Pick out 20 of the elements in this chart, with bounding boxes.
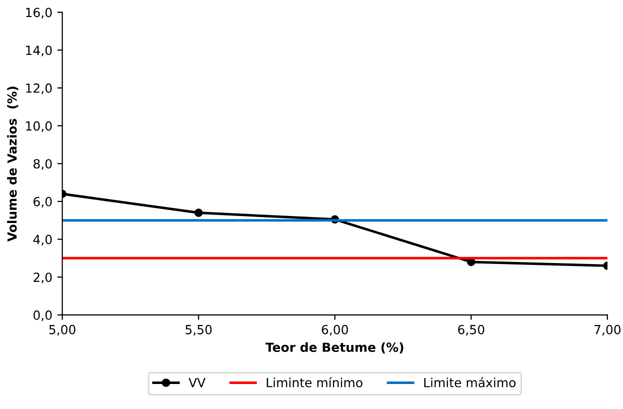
- legend-label: VV: [188, 378, 206, 388]
- y-tick-label: 2,0: [34, 272, 52, 284]
- y-tick-label: 12,0: [26, 83, 52, 94]
- x-tick-label: 5,50: [186, 324, 212, 336]
- x-axis-title: Teor de Betume (%): [265, 342, 404, 354]
- legend-label: Liminte mínimo: [266, 377, 362, 388]
- y-axis-title: Volume de Vazios (%): [7, 86, 18, 242]
- y-tick-label: 8,0: [34, 159, 52, 170]
- y-tick-label: 10,0: [26, 121, 52, 132]
- x-tick-label: 6,50: [458, 324, 484, 336]
- legend-label: Limite máximo: [424, 377, 516, 388]
- y-tick-label: 14,0: [26, 46, 52, 56]
- x-tick-label: 6,00: [322, 324, 348, 336]
- x-tick-label: 5,00: [49, 324, 76, 336]
- y-tick-label: 0,0: [34, 310, 52, 322]
- x-tick-label: 7,00: [594, 324, 621, 336]
- y-tick-label: 6,0: [34, 196, 52, 208]
- point: [194, 208, 203, 217]
- y-tick-label: 4,0: [33, 234, 52, 246]
- y-tick-label: 16,0: [26, 8, 52, 18]
